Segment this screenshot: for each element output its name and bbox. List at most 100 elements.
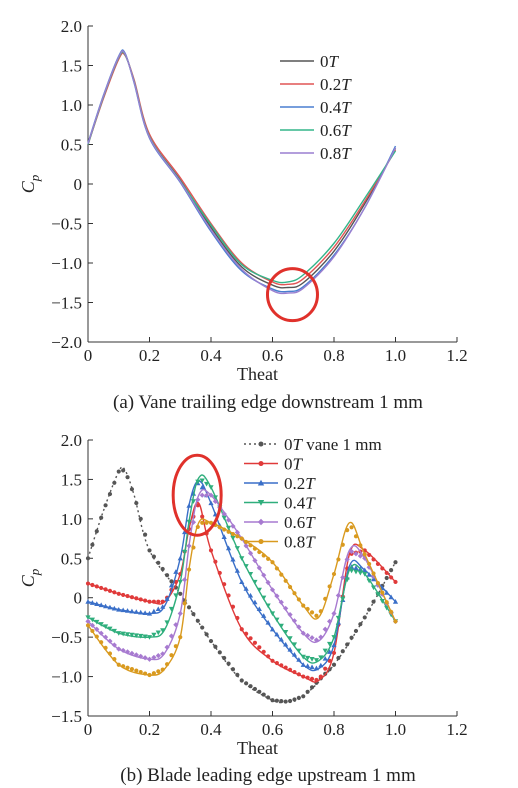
data-point bbox=[204, 492, 210, 498]
data-point bbox=[367, 561, 372, 566]
data-point bbox=[340, 574, 346, 581]
x-tick-label: 0.2 bbox=[139, 720, 160, 739]
data-point bbox=[357, 570, 363, 576]
data-point bbox=[107, 604, 113, 610]
series-1 bbox=[87, 52, 397, 286]
series-line bbox=[87, 466, 397, 704]
x-tick-label: 1.2 bbox=[446, 720, 467, 739]
data-point bbox=[375, 580, 381, 586]
series-line bbox=[87, 50, 397, 295]
data-point bbox=[305, 655, 311, 661]
data-point bbox=[261, 692, 266, 697]
data-point bbox=[358, 543, 363, 548]
x-tick-label: 1.2 bbox=[446, 346, 467, 365]
data-point bbox=[331, 662, 337, 667]
data-point bbox=[270, 698, 275, 703]
data-point bbox=[103, 645, 108, 650]
data-point bbox=[258, 538, 264, 545]
data-point bbox=[146, 656, 153, 662]
data-point bbox=[247, 550, 254, 556]
data-point bbox=[138, 597, 143, 602]
data-point bbox=[217, 570, 222, 576]
series-line bbox=[87, 52, 397, 286]
data-point bbox=[98, 602, 104, 608]
data-point bbox=[112, 590, 117, 595]
data-point bbox=[318, 634, 324, 640]
legend-entry: 0T vane 1 mm bbox=[244, 435, 382, 454]
legend-label-number: 0.4 bbox=[284, 494, 306, 513]
data-point bbox=[142, 634, 148, 640]
data-point bbox=[230, 535, 236, 541]
data-point bbox=[208, 500, 214, 506]
y-axis-label-main: C bbox=[18, 574, 38, 587]
legend-label-unit: T bbox=[341, 121, 352, 140]
data-point bbox=[296, 672, 301, 677]
data-point bbox=[327, 618, 333, 624]
data-point bbox=[283, 699, 288, 704]
legend-label: 0.6T bbox=[284, 513, 316, 532]
data-point bbox=[230, 556, 236, 562]
data-point bbox=[147, 599, 152, 604]
data-point bbox=[266, 556, 271, 561]
data-point bbox=[353, 565, 359, 570]
data-point bbox=[384, 590, 390, 595]
data-point bbox=[331, 650, 337, 655]
y-tick-label: 2.0 bbox=[61, 17, 82, 36]
data-point bbox=[340, 542, 345, 547]
data-point bbox=[270, 560, 275, 565]
data-point bbox=[111, 628, 117, 634]
data-point bbox=[357, 553, 363, 559]
data-point bbox=[90, 628, 95, 634]
data-point bbox=[367, 552, 372, 557]
data-point bbox=[221, 515, 227, 521]
data-point bbox=[393, 579, 398, 585]
legend-label-number: 0.2 bbox=[284, 474, 305, 493]
data-point bbox=[296, 648, 302, 654]
data-point bbox=[239, 536, 244, 541]
legend-label-number: 0 bbox=[284, 455, 293, 474]
data-point bbox=[107, 588, 113, 593]
data-point bbox=[129, 632, 135, 638]
data-point bbox=[248, 684, 253, 689]
data-point bbox=[138, 653, 144, 659]
data-point bbox=[336, 557, 341, 562]
data-point bbox=[169, 653, 174, 658]
data-point bbox=[367, 607, 372, 612]
data-point bbox=[151, 599, 156, 604]
data-point bbox=[134, 501, 139, 506]
data-point bbox=[318, 662, 324, 668]
legend-label: 0T bbox=[284, 455, 304, 474]
data-point bbox=[160, 566, 165, 572]
data-point bbox=[182, 577, 188, 583]
data-point bbox=[164, 662, 170, 667]
data-point bbox=[323, 596, 328, 601]
data-point bbox=[186, 543, 192, 549]
legend-label-unit: T bbox=[329, 52, 340, 71]
data-point bbox=[305, 675, 310, 680]
chart-caption: (b) Blade leading edge upstream 1 mm bbox=[120, 765, 416, 786]
y-tick-label: 1.5 bbox=[61, 470, 82, 489]
data-point bbox=[283, 665, 288, 670]
data-point bbox=[274, 566, 279, 571]
highlight-ellipse bbox=[171, 453, 223, 537]
data-point bbox=[116, 631, 122, 636]
data-point bbox=[129, 487, 135, 492]
data-point bbox=[234, 546, 240, 551]
data-point bbox=[322, 648, 328, 654]
legend-label: 0.2T bbox=[320, 75, 352, 94]
data-point bbox=[138, 516, 143, 521]
data-point bbox=[300, 630, 306, 636]
data-point bbox=[257, 479, 265, 486]
data-point bbox=[256, 606, 262, 612]
data-point bbox=[200, 514, 205, 519]
data-point bbox=[195, 479, 201, 485]
data-point bbox=[384, 570, 389, 576]
legend-label: 0.8T bbox=[284, 533, 316, 552]
x-tick-label: 1.0 bbox=[385, 720, 406, 739]
data-point bbox=[344, 577, 350, 583]
data-point bbox=[94, 529, 99, 534]
y-tick-label: −1.0 bbox=[51, 254, 82, 273]
data-point bbox=[243, 543, 249, 549]
data-point bbox=[239, 556, 245, 561]
data-point bbox=[133, 633, 139, 639]
